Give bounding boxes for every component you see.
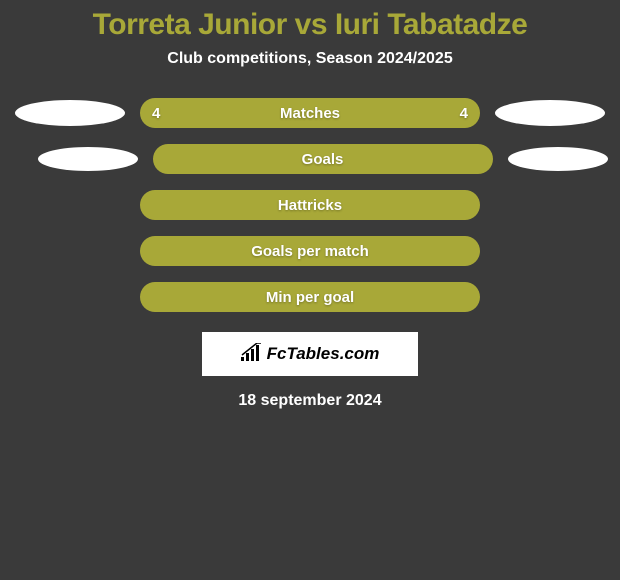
right-ellipse-blank	[495, 238, 605, 264]
stat-bar: Min per goal	[140, 282, 480, 312]
stat-bar: Goals	[153, 144, 493, 174]
stat-row-hattricks: Hattricks	[0, 190, 620, 220]
stat-label: Matches	[140, 98, 480, 128]
stat-row-goals: Goals	[0, 144, 620, 174]
chart-icon	[241, 343, 263, 366]
stat-row-matches: 4 Matches 4	[0, 98, 620, 128]
stat-label: Goals per match	[140, 236, 480, 266]
left-ellipse	[38, 147, 138, 171]
right-ellipse-blank	[495, 192, 605, 218]
left-ellipse-blank	[15, 238, 125, 264]
stats-list: 4 Matches 4 Goals Hattricks Goals per ma…	[0, 98, 620, 312]
logo-container: FcTables.com	[202, 332, 418, 376]
stat-row-goals-per-match: Goals per match	[0, 236, 620, 266]
left-ellipse-blank	[15, 284, 125, 310]
left-ellipse-blank	[15, 192, 125, 218]
right-ellipse-blank	[495, 284, 605, 310]
logo-content: FcTables.com	[241, 343, 380, 366]
left-ellipse	[15, 100, 125, 126]
stat-value-right: 4	[460, 98, 468, 128]
page-title: Torreta Junior vs Iuri Tabatadze	[0, 8, 620, 42]
main-container: Torreta Junior vs Iuri Tabatadze Club co…	[0, 0, 620, 410]
stat-bar: Goals per match	[140, 236, 480, 266]
stat-label: Goals	[153, 144, 493, 174]
stat-row-min-per-goal: Min per goal	[0, 282, 620, 312]
logo-text: FcTables.com	[267, 344, 380, 364]
right-ellipse	[508, 147, 608, 171]
stat-label: Hattricks	[140, 190, 480, 220]
stat-label: Min per goal	[140, 282, 480, 312]
right-ellipse	[495, 100, 605, 126]
stat-bar: 4 Matches 4	[140, 98, 480, 128]
page-subtitle: Club competitions, Season 2024/2025	[0, 50, 620, 68]
stat-bar: Hattricks	[140, 190, 480, 220]
date-text: 18 september 2024	[0, 392, 620, 410]
